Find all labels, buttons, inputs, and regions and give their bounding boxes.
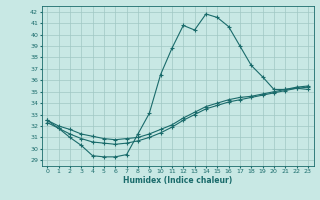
X-axis label: Humidex (Indice chaleur): Humidex (Indice chaleur) xyxy=(123,176,232,185)
